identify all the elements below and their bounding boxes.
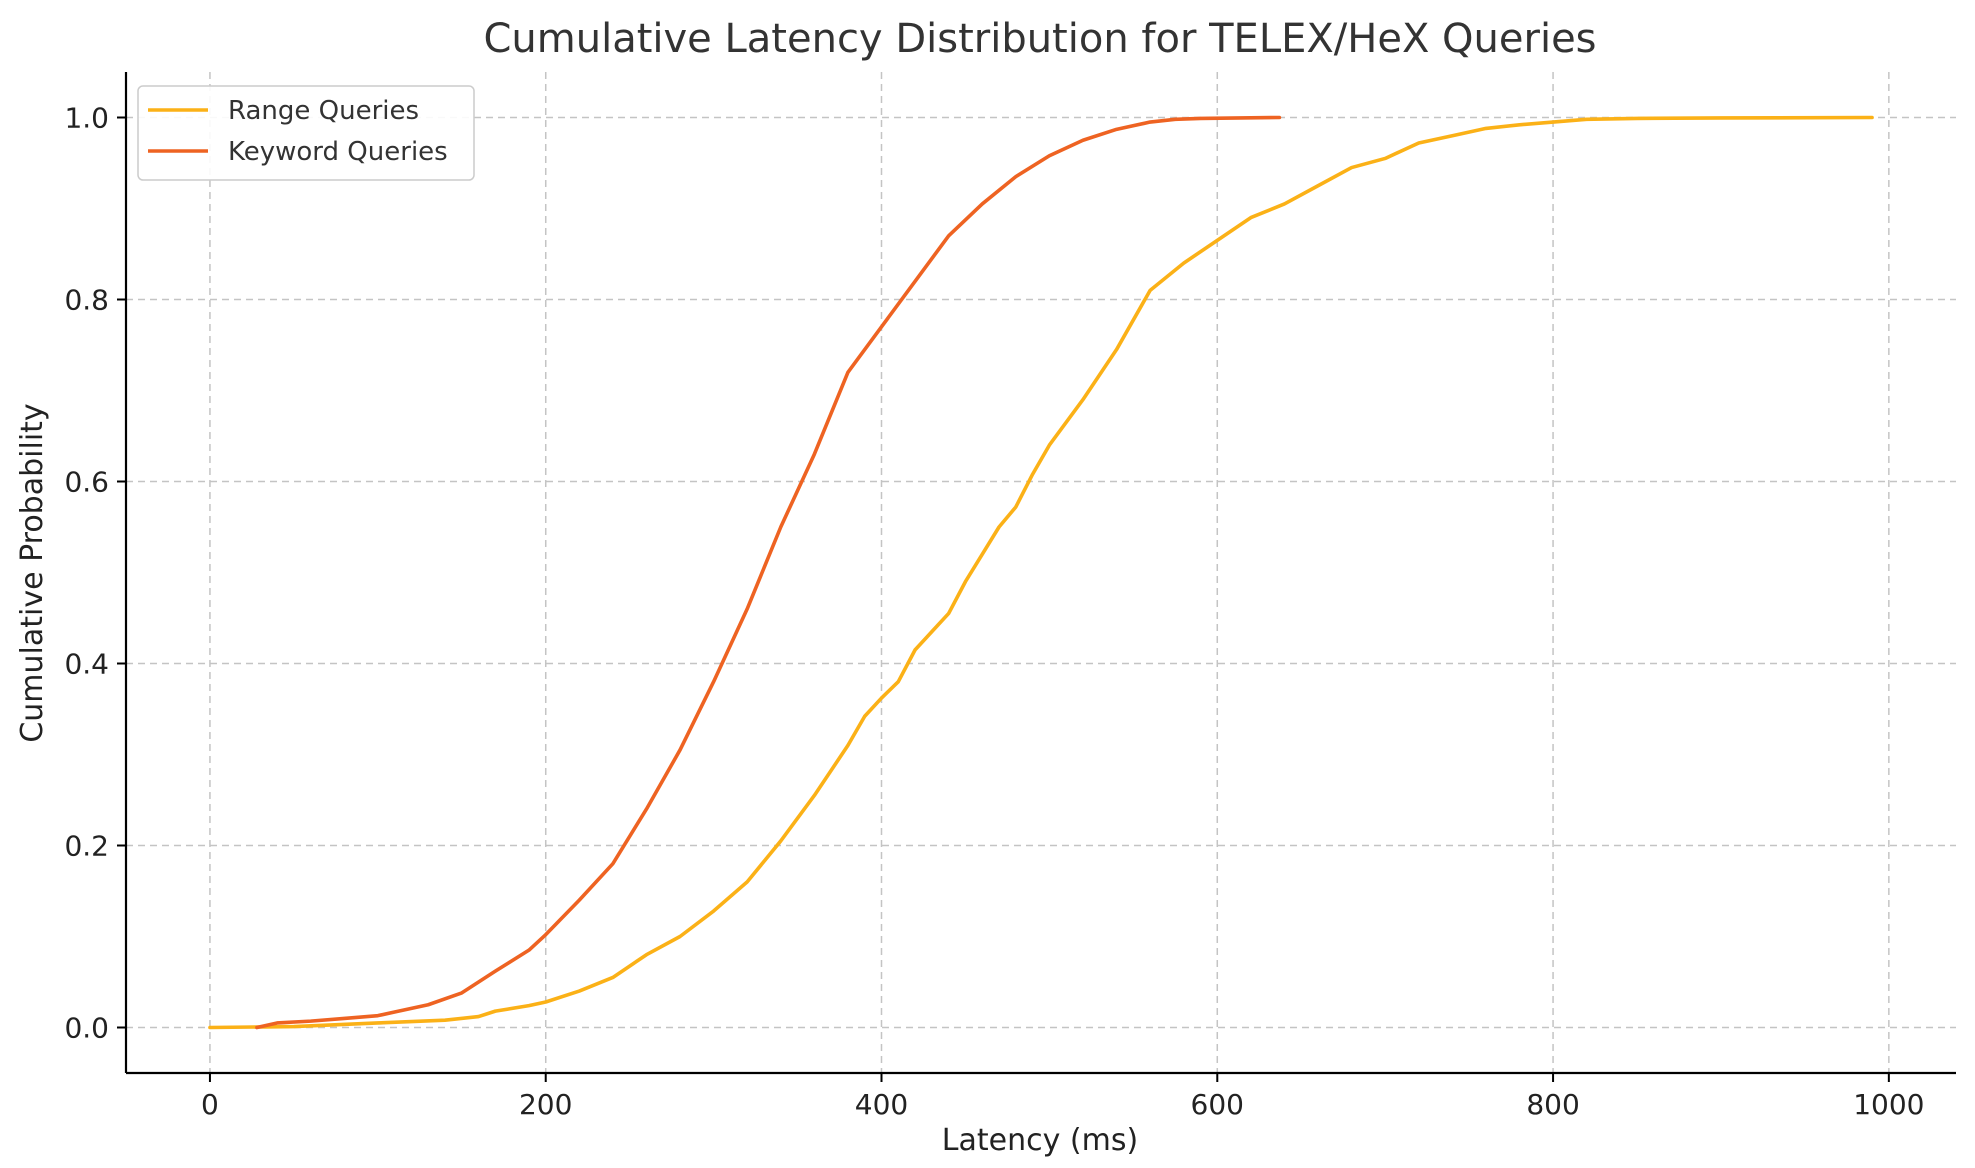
y-tick-label-5: 1.0 [64, 102, 109, 135]
series-line-range-queries [208, 115, 1874, 1030]
series-line-keyword-queries [255, 115, 1282, 1030]
axes [124, 72, 1956, 1075]
legend: Range Queries Keyword Queries [137, 85, 475, 181]
x-tick-label-0: 0 [201, 1088, 219, 1121]
y-tick-label-3: 0.6 [64, 466, 109, 499]
legend-box [137, 85, 475, 181]
x-tick-label-3: 600 [1191, 1088, 1244, 1121]
y-tick-label-0: 0.0 [64, 1012, 109, 1045]
x-tick-label-4: 800 [1526, 1088, 1579, 1121]
chart-title: Cumulative Latency Distribution for TELE… [483, 16, 1596, 62]
series-layer [208, 115, 1874, 1030]
y-axis-label: Cumulative Probability [15, 403, 50, 742]
x-axis-label: Latency (ms) [942, 1123, 1138, 1158]
legend-label-range-queries: Range Queries [228, 96, 419, 126]
y-tick-label-1: 0.2 [64, 830, 109, 863]
x-tick-label-5: 1000 [1853, 1088, 1924, 1121]
y-tick-label-4: 0.8 [64, 284, 109, 317]
x-tick-label-1: 200 [519, 1088, 572, 1121]
y-tick-label-2: 0.4 [64, 648, 109, 681]
legend-label-keyword-queries: Keyword Queries [228, 137, 448, 167]
x-tick-label-2: 400 [855, 1088, 908, 1121]
ticks: 0 200 400 600 800 1000 0.0 0.2 0.4 0.6 0.8 1.0 [64, 102, 1924, 1122]
